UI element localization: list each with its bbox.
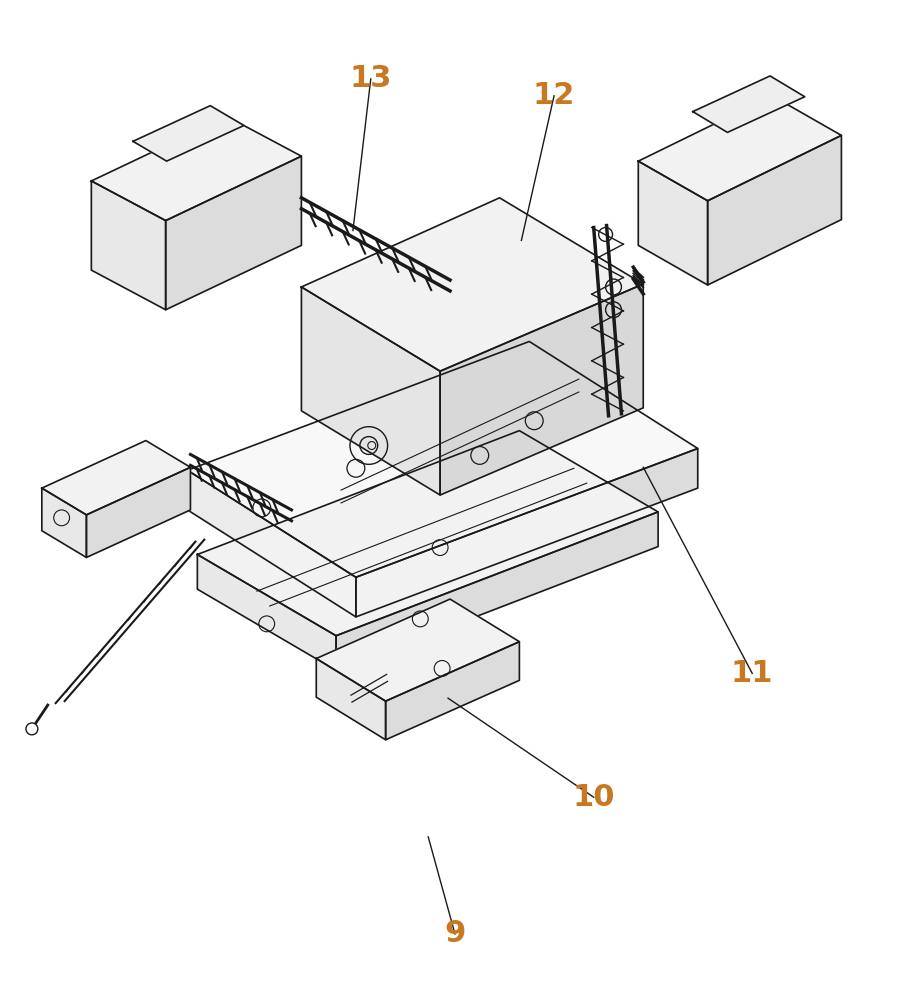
Text: 9: 9 xyxy=(444,919,465,948)
Polygon shape xyxy=(356,448,697,617)
Polygon shape xyxy=(317,659,385,740)
Polygon shape xyxy=(188,470,356,617)
Text: 10: 10 xyxy=(572,783,615,812)
Polygon shape xyxy=(92,117,301,221)
Polygon shape xyxy=(42,488,86,557)
Polygon shape xyxy=(42,441,190,515)
Polygon shape xyxy=(301,198,643,371)
Polygon shape xyxy=(336,512,658,670)
Polygon shape xyxy=(301,287,440,495)
Polygon shape xyxy=(188,341,697,577)
Polygon shape xyxy=(133,106,244,161)
Polygon shape xyxy=(707,135,842,285)
Text: 12: 12 xyxy=(533,81,575,110)
Polygon shape xyxy=(198,431,658,636)
Text: 11: 11 xyxy=(731,659,774,688)
Polygon shape xyxy=(440,284,643,495)
Polygon shape xyxy=(639,96,842,201)
Polygon shape xyxy=(166,156,301,310)
Polygon shape xyxy=(317,599,520,701)
Polygon shape xyxy=(639,161,707,285)
Text: 13: 13 xyxy=(349,64,392,93)
Polygon shape xyxy=(86,467,190,557)
Polygon shape xyxy=(92,181,166,310)
Polygon shape xyxy=(385,642,520,740)
Polygon shape xyxy=(198,554,336,670)
Polygon shape xyxy=(693,76,805,132)
